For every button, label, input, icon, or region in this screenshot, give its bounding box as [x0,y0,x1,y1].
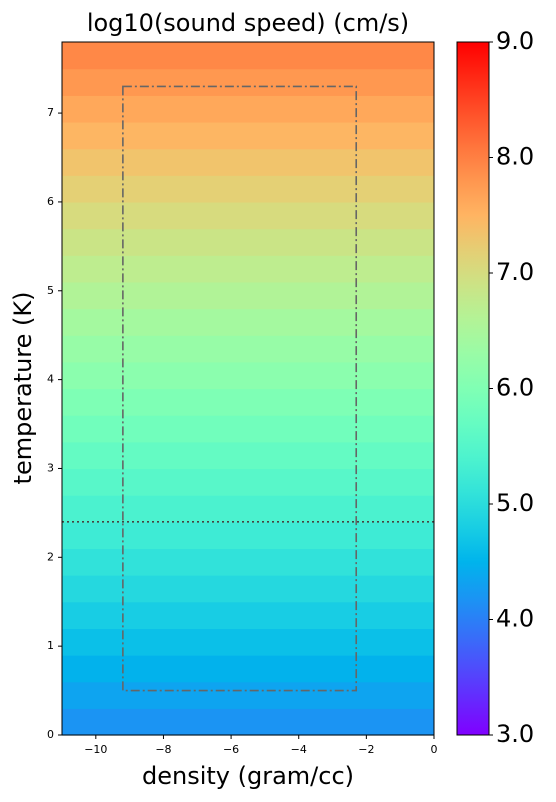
heat-cell [62,68,434,96]
x-tick-label: −8 [155,743,171,756]
y-tick-label: 2 [47,550,54,563]
chart-title: log10(sound speed) (cm/s) [87,9,409,37]
y-tick-label: 5 [47,284,54,297]
heat-cell [62,308,434,336]
plot-frame [61,41,435,736]
y-axis-label: temperature (K) [9,292,37,485]
heat-cell [62,121,434,150]
heat-cell [62,175,434,203]
heat-cell [62,388,434,416]
heat-cell [62,201,434,230]
colorbar-tick-label: 9.0 [496,27,534,55]
heat-cell [62,42,434,70]
y-tick-label: 7 [47,106,54,119]
heat-cell [62,681,434,709]
colorbar-tick-label: 4.0 [496,605,534,633]
colorbar-tick-label: 7.0 [496,258,534,286]
region-box [122,85,358,692]
colorbar-tick-label: 6.0 [496,374,534,402]
heat-cell [62,281,434,310]
heat-cell [62,655,434,683]
colorbar-tick-label: 8.0 [496,143,534,171]
heat-cell [62,495,434,523]
heat-cell [62,521,434,550]
heat-cell [62,575,434,603]
heat-cell [62,548,434,576]
x-tick-label: −6 [223,743,239,756]
x-tick-label: −2 [358,743,374,756]
y-tick-label: 4 [47,373,54,386]
heat-cell [62,708,434,736]
x-axis-label: density (gram/cc) [142,762,354,790]
heat-cell [62,335,434,363]
heat-cell [62,468,434,496]
y-tick-label: 6 [47,195,54,208]
heat-cell [62,148,434,176]
colorbar-tick-label: 3.0 [496,720,534,748]
colorbar-tick-label: 5.0 [496,489,534,517]
x-tick-label: 0 [431,743,438,756]
x-tick-label: −10 [84,743,107,756]
heat-cell [62,255,434,283]
heat-cell [62,441,434,470]
y-tick-label: 0 [47,728,54,741]
heat-cell [62,228,434,256]
x-tick-label: −4 [291,743,307,756]
heat-cell [62,601,434,629]
heat-cell [62,361,434,390]
heat-cell [62,628,434,656]
colorbar [456,41,490,736]
y-tick-label: 1 [47,639,54,652]
heat-cell [62,415,434,443]
heat-cell [62,95,434,123]
y-tick-label: 3 [47,461,54,474]
